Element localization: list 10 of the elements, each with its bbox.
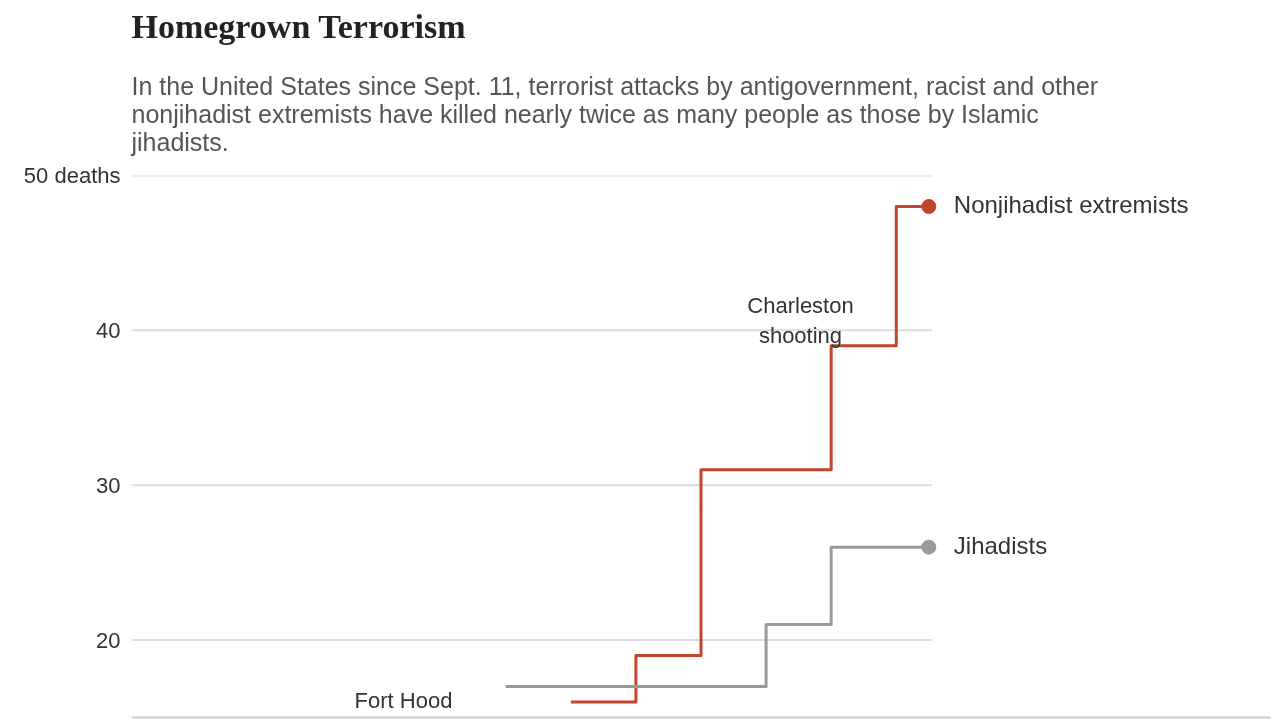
y-tick-label: 30 [96,472,121,498]
annotation: Charleston shooting [747,292,854,348]
annotation: Fort Hood [354,687,453,713]
chart-title: Homegrown Terrorism [131,7,466,45]
series-label: Nonjihadist extremists [953,191,1189,219]
y-tick-label: 20 [96,627,121,653]
y-tick-label: 40 [96,317,121,343]
series-label: Jihadists [953,532,1048,560]
chart-subtitle: In the United States since Sept. 11, terrorist attacks by antigovernment, racist and other nonjihadist extremists have killed nearly twice as many people as those by Islamic jihadists. [130,71,1099,156]
y-tick-label: 50 deaths [23,163,121,188]
